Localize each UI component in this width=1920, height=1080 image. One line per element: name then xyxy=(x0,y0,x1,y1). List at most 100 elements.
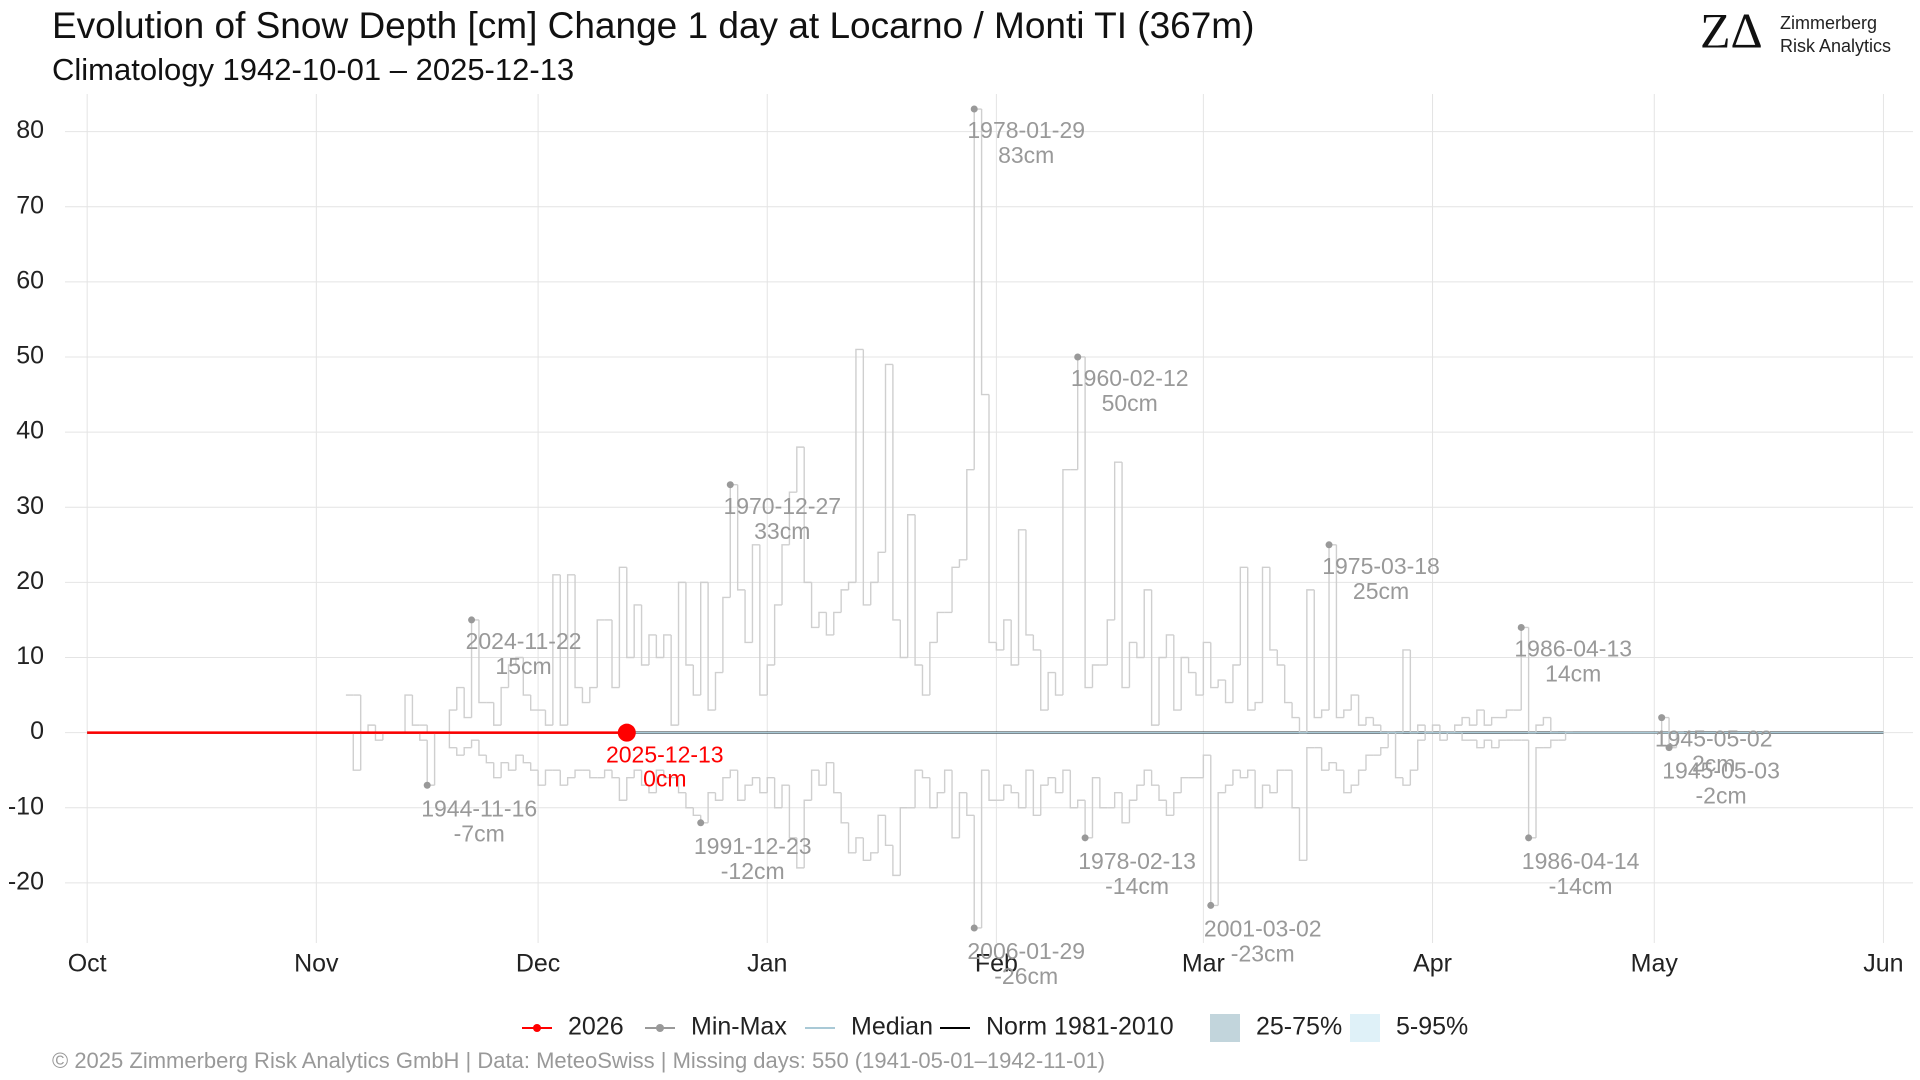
max-step xyxy=(1306,589,1315,733)
min-step xyxy=(862,837,871,862)
extreme-dot xyxy=(1517,623,1525,631)
max-step xyxy=(700,581,709,696)
max-step xyxy=(1490,716,1500,726)
max-step xyxy=(906,514,916,658)
min-step xyxy=(1350,784,1359,793)
x-tick-label: Mar xyxy=(1182,950,1225,978)
min-step xyxy=(803,799,812,868)
extreme-dot xyxy=(423,781,431,789)
min-step xyxy=(1254,770,1263,809)
min-step xyxy=(529,762,539,771)
min-step xyxy=(707,792,716,823)
max-step xyxy=(596,619,605,688)
min-step xyxy=(1121,792,1130,824)
min-step xyxy=(833,762,842,794)
max-step xyxy=(1343,709,1352,718)
min-step xyxy=(352,732,361,771)
max-step xyxy=(1217,679,1226,688)
max-step xyxy=(655,634,664,659)
max-step xyxy=(618,566,627,688)
max-step xyxy=(899,619,908,659)
max-step xyxy=(611,619,620,689)
max-step xyxy=(685,582,694,666)
min-step xyxy=(1439,732,1448,741)
min-step xyxy=(1380,746,1389,756)
min-step xyxy=(1025,769,1034,808)
x-tick-label: Feb xyxy=(975,950,1018,978)
min-step xyxy=(500,761,509,778)
min-step xyxy=(640,770,649,786)
y-tick-label: 30 xyxy=(16,492,44,520)
max-step xyxy=(1032,634,1041,651)
min-step xyxy=(781,784,790,808)
min-step xyxy=(1032,770,1041,816)
min-step xyxy=(936,792,945,808)
y-tick-label: 50 xyxy=(16,342,44,370)
min-step xyxy=(574,769,583,778)
min-step xyxy=(419,732,428,741)
max-step xyxy=(1143,589,1152,658)
max-step xyxy=(951,566,960,613)
max-step xyxy=(1535,724,1544,733)
min-step xyxy=(1328,761,1337,771)
min-step xyxy=(722,777,731,801)
max-step xyxy=(1003,619,1012,650)
min-step xyxy=(1180,777,1189,793)
max-step xyxy=(1357,695,1366,726)
chart-subtitle: Climatology 1942-10-01 – 2025-12-13 xyxy=(52,52,574,87)
min-step xyxy=(1010,785,1019,794)
min-step xyxy=(1291,770,1300,809)
min-step xyxy=(485,755,494,764)
max-step xyxy=(870,581,879,605)
y-tick-label: 0 xyxy=(30,717,44,745)
max-step xyxy=(892,364,901,621)
max-step xyxy=(507,664,516,688)
max-step xyxy=(847,581,856,590)
min-step xyxy=(618,777,627,801)
min-step xyxy=(1040,784,1049,816)
max-step xyxy=(966,468,975,560)
extreme-dot xyxy=(468,616,476,624)
min-step xyxy=(914,769,923,808)
max-step xyxy=(493,702,502,726)
max-step xyxy=(796,446,805,493)
max-step xyxy=(529,695,539,711)
current-dot xyxy=(617,723,636,742)
min-step xyxy=(1128,799,1137,823)
annotation-date: 1970-12-27 xyxy=(723,493,841,519)
min-step xyxy=(714,792,723,801)
max-step xyxy=(1084,356,1093,689)
max-step xyxy=(677,581,686,726)
annotation-date: 1986-04-14 xyxy=(1522,848,1640,874)
min-step xyxy=(759,777,768,794)
max-step xyxy=(1195,672,1204,696)
min-step xyxy=(1298,807,1307,862)
max-step xyxy=(855,348,864,583)
min-step xyxy=(921,770,930,779)
extreme-dot xyxy=(1207,901,1215,909)
max-step xyxy=(522,657,531,696)
min-step xyxy=(1099,777,1108,809)
min-step xyxy=(877,814,886,853)
max-step xyxy=(714,671,723,711)
max-step xyxy=(544,710,553,726)
min-step xyxy=(884,815,893,847)
min-step xyxy=(736,770,746,801)
min-step xyxy=(463,746,472,756)
max-step xyxy=(1313,589,1322,719)
max-step xyxy=(1224,680,1233,704)
max-step xyxy=(633,604,642,658)
annotation-date: 2006-01-29 xyxy=(967,938,1085,964)
annotation-date: 1960-02-12 xyxy=(1071,365,1189,391)
min-step xyxy=(589,770,598,779)
legend-dot xyxy=(656,1024,664,1032)
annotation-value: -12cm xyxy=(721,858,785,884)
annotation-date: 1991-12-23 xyxy=(694,833,812,859)
y-tick-label: 70 xyxy=(16,191,44,219)
max-step xyxy=(478,619,487,704)
legend-label: Norm 1981-2010 xyxy=(986,1013,1174,1041)
max-step xyxy=(1350,694,1359,711)
max-step xyxy=(448,709,457,733)
min-step xyxy=(773,777,783,809)
